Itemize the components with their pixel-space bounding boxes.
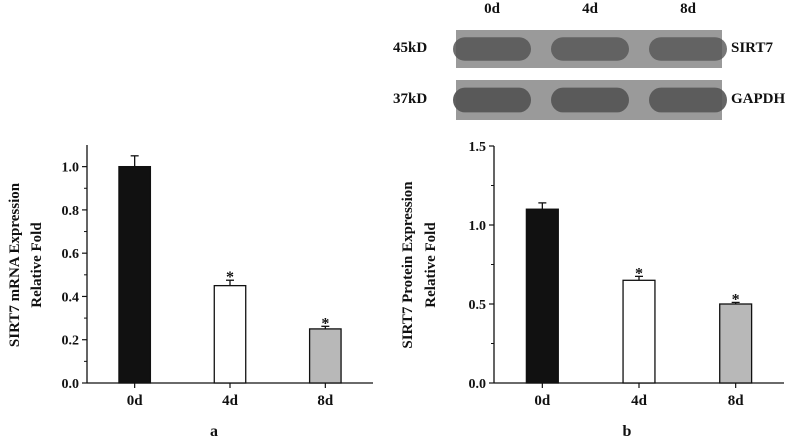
western-blot: 0d 4d 8d 45kD 37kD SIRT7 GAPDH (393, 1, 785, 120)
x-tick-label: 0d (127, 393, 144, 409)
blot-size-label: 45kD (393, 40, 427, 56)
chart-b-panel-label: b (623, 423, 632, 440)
chart-b-ylabel-line1: SIRT7 Protein Expression (400, 181, 416, 349)
chart-b-ylabel-line2: Relative Fold (423, 222, 439, 308)
y-tick-label: 1.0 (62, 161, 80, 176)
blot-band (551, 87, 629, 113)
bar-4d (622, 279, 656, 384)
bar-0d (118, 165, 152, 384)
blot-lane-label: 0d (484, 1, 501, 17)
chart-a-panel-label: a (210, 423, 218, 440)
chart-b: SIRT7 Protein Expression Relative Fold 0… (400, 140, 784, 440)
x-tick-label: 4d (631, 393, 648, 409)
y-tick-label: 0.8 (62, 204, 80, 219)
y-tick-label: 0.2 (62, 334, 80, 349)
chart-a-bars: ** (118, 155, 342, 384)
x-tick-label: 0d (534, 393, 551, 409)
x-tick-label: 8d (728, 393, 745, 409)
bar-0d (525, 208, 559, 384)
y-tick-label: 0.6 (62, 247, 80, 262)
x-tick-label: 4d (222, 393, 239, 409)
chart-b-bars: ** (525, 202, 753, 384)
y-tick-label: 1.5 (469, 140, 487, 155)
significance-marker: * (226, 269, 234, 286)
significance-marker: * (635, 265, 643, 282)
chart-a-axes: 0.0 0.2 0.4 0.6 0.8 1.0 0d 4d 8d (62, 145, 373, 409)
chart-a-ylabel-line2: Relative Fold (29, 222, 45, 308)
bar-4d (213, 284, 247, 384)
significance-marker: * (732, 291, 740, 308)
blot-band (649, 87, 727, 113)
blot-size-label: 37kD (393, 91, 427, 107)
blot-band (649, 37, 727, 61)
bar-8d (308, 328, 342, 384)
blot-bands (453, 37, 727, 113)
x-tick-label: 8d (317, 393, 334, 409)
significance-marker: * (321, 315, 329, 332)
chart-a-ylabel-line1: SIRT7 mRNA Expression (7, 182, 23, 347)
blot-lane-label: 4d (582, 1, 599, 17)
blot-band (453, 37, 531, 61)
y-tick-label: 0.5 (469, 298, 487, 313)
y-tick-label: 0.0 (469, 377, 487, 392)
y-tick-label: 0.4 (62, 290, 80, 305)
blot-lane-label: 8d (680, 1, 697, 17)
blot-band (551, 37, 629, 61)
blot-band (453, 87, 531, 113)
chart-a: SIRT7 mRNA Expression Relative Fold 0.00… (7, 145, 373, 440)
blot-protein-label: SIRT7 (731, 40, 773, 56)
y-tick-label: 0.0 (62, 377, 80, 392)
bar-8d (719, 303, 753, 384)
blot-protein-label: GAPDH (731, 91, 785, 107)
y-tick-label: 1.0 (469, 219, 487, 234)
